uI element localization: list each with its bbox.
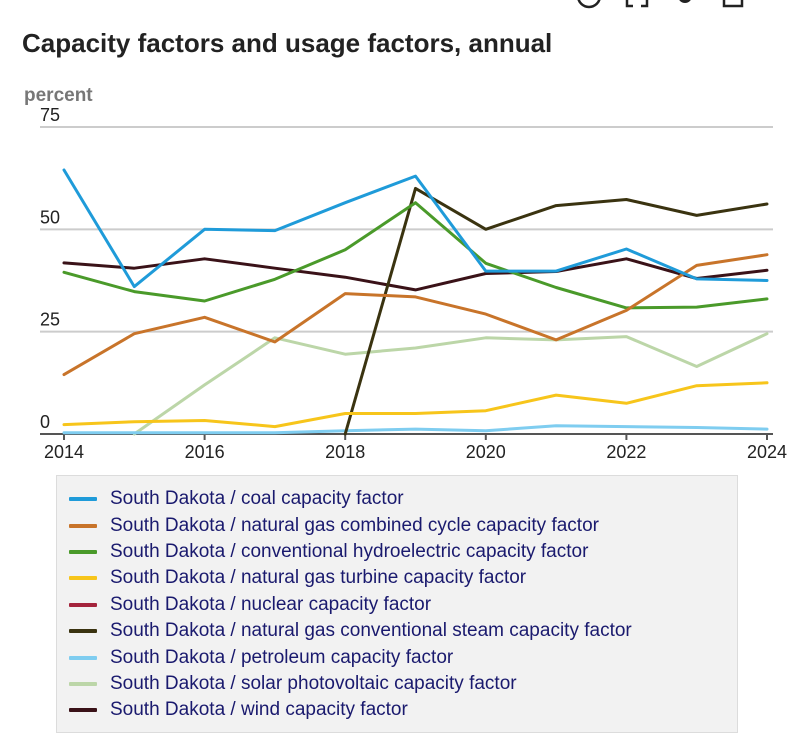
series-line-petroleum-capacity-factor[interactable] bbox=[62, 424, 769, 435]
series-line-wind-capacity-factor[interactable] bbox=[62, 257, 769, 292]
legend-label: South Dakota / wind capacity factor bbox=[110, 699, 408, 721]
series-line-natural-gas-turbine-capacity-factor[interactable] bbox=[62, 381, 769, 429]
legend-label: South Dakota / petroleum capacity factor bbox=[110, 646, 454, 668]
chart-toolbar bbox=[576, 0, 794, 9]
info-icon[interactable] bbox=[576, 0, 602, 9]
legend-label: South Dakota / conventional hydroelectri… bbox=[110, 540, 589, 562]
legend-swatch bbox=[69, 576, 97, 581]
legend-label: South Dakota / solar photovoltaic capaci… bbox=[110, 672, 517, 694]
legend-item[interactable]: South Dakota / petroleum capacity factor bbox=[69, 644, 737, 670]
legend-swatch bbox=[69, 549, 97, 554]
x-tick-label: 2022 bbox=[606, 442, 646, 462]
legend-swatch bbox=[69, 497, 97, 502]
legend-swatch bbox=[69, 681, 97, 686]
legend-label: South Dakota / natural gas turbine capac… bbox=[110, 567, 527, 589]
y-tick-label: 25 bbox=[40, 310, 60, 330]
legend-label: South Dakota / nuclear capacity factor bbox=[110, 593, 432, 615]
y-tick-label: 75 bbox=[40, 105, 60, 125]
legend-label: South Dakota / natural gas conventional … bbox=[110, 620, 632, 642]
legend-item[interactable]: South Dakota / natural gas combined cycl… bbox=[69, 512, 737, 538]
x-tick-label: 2018 bbox=[325, 442, 365, 462]
series-line-solar-photovoltaic-capacity-factor[interactable] bbox=[132, 332, 769, 436]
chart-title: Capacity factors and usage factors, annu… bbox=[22, 28, 553, 58]
legend-label: South Dakota / natural gas combined cycl… bbox=[110, 514, 599, 536]
legend-item[interactable]: South Dakota / natural gas conventional … bbox=[69, 618, 737, 644]
y-tick-label: 0 bbox=[40, 412, 50, 432]
legend-swatch bbox=[69, 655, 97, 660]
y-axis-unit-label: percent bbox=[24, 85, 93, 106]
series-line-natural-gas-conventional-steam-capacity-factor[interactable] bbox=[343, 186, 769, 436]
legend-label: South Dakota / coal capacity factor bbox=[110, 488, 404, 510]
series-line-coal-capacity-factor[interactable] bbox=[62, 168, 769, 289]
x-tick-label: 2016 bbox=[185, 442, 225, 462]
legend-swatch bbox=[69, 708, 97, 713]
legend-swatch bbox=[69, 629, 97, 634]
y-tick-label: 50 bbox=[40, 207, 60, 227]
download-icon[interactable] bbox=[720, 0, 746, 8]
series-lines bbox=[62, 168, 769, 436]
gridlines bbox=[40, 126, 773, 333]
series-line-conventional-hydroelectric-capacity-factor[interactable] bbox=[62, 201, 769, 310]
legend-item[interactable]: South Dakota / solar photovoltaic capaci… bbox=[69, 671, 737, 697]
x-tick-label: 2014 bbox=[44, 442, 84, 462]
legend-swatch bbox=[69, 523, 97, 528]
legend-item[interactable]: South Dakota / natural gas turbine capac… bbox=[69, 565, 737, 591]
tick-labels: 0 25 50 75 2014 2016 2018 2020 2022 2024 bbox=[40, 105, 787, 462]
legend-item[interactable]: South Dakota / conventional hydroelectri… bbox=[69, 539, 737, 565]
x-tick-label: 2020 bbox=[466, 442, 506, 462]
line-chart: 0 25 50 75 2014 2016 2018 2020 2022 2024 bbox=[40, 105, 787, 462]
gear-icon[interactable] bbox=[672, 0, 698, 6]
chart-legend: South Dakota / coal capacity factor South… bbox=[56, 475, 738, 733]
axes bbox=[40, 433, 773, 440]
legend-item[interactable]: South Dakota / nuclear capacity factor bbox=[69, 592, 737, 618]
legend-item[interactable]: South Dakota / coal capacity factor bbox=[69, 486, 737, 512]
legend-swatch bbox=[69, 602, 97, 607]
x-tick-label: 2024 bbox=[747, 442, 787, 462]
legend-item[interactable]: South Dakota / wind capacity factor bbox=[69, 697, 737, 723]
series-line-natural-gas-combined-cycle-capacity-factor[interactable] bbox=[62, 253, 769, 377]
